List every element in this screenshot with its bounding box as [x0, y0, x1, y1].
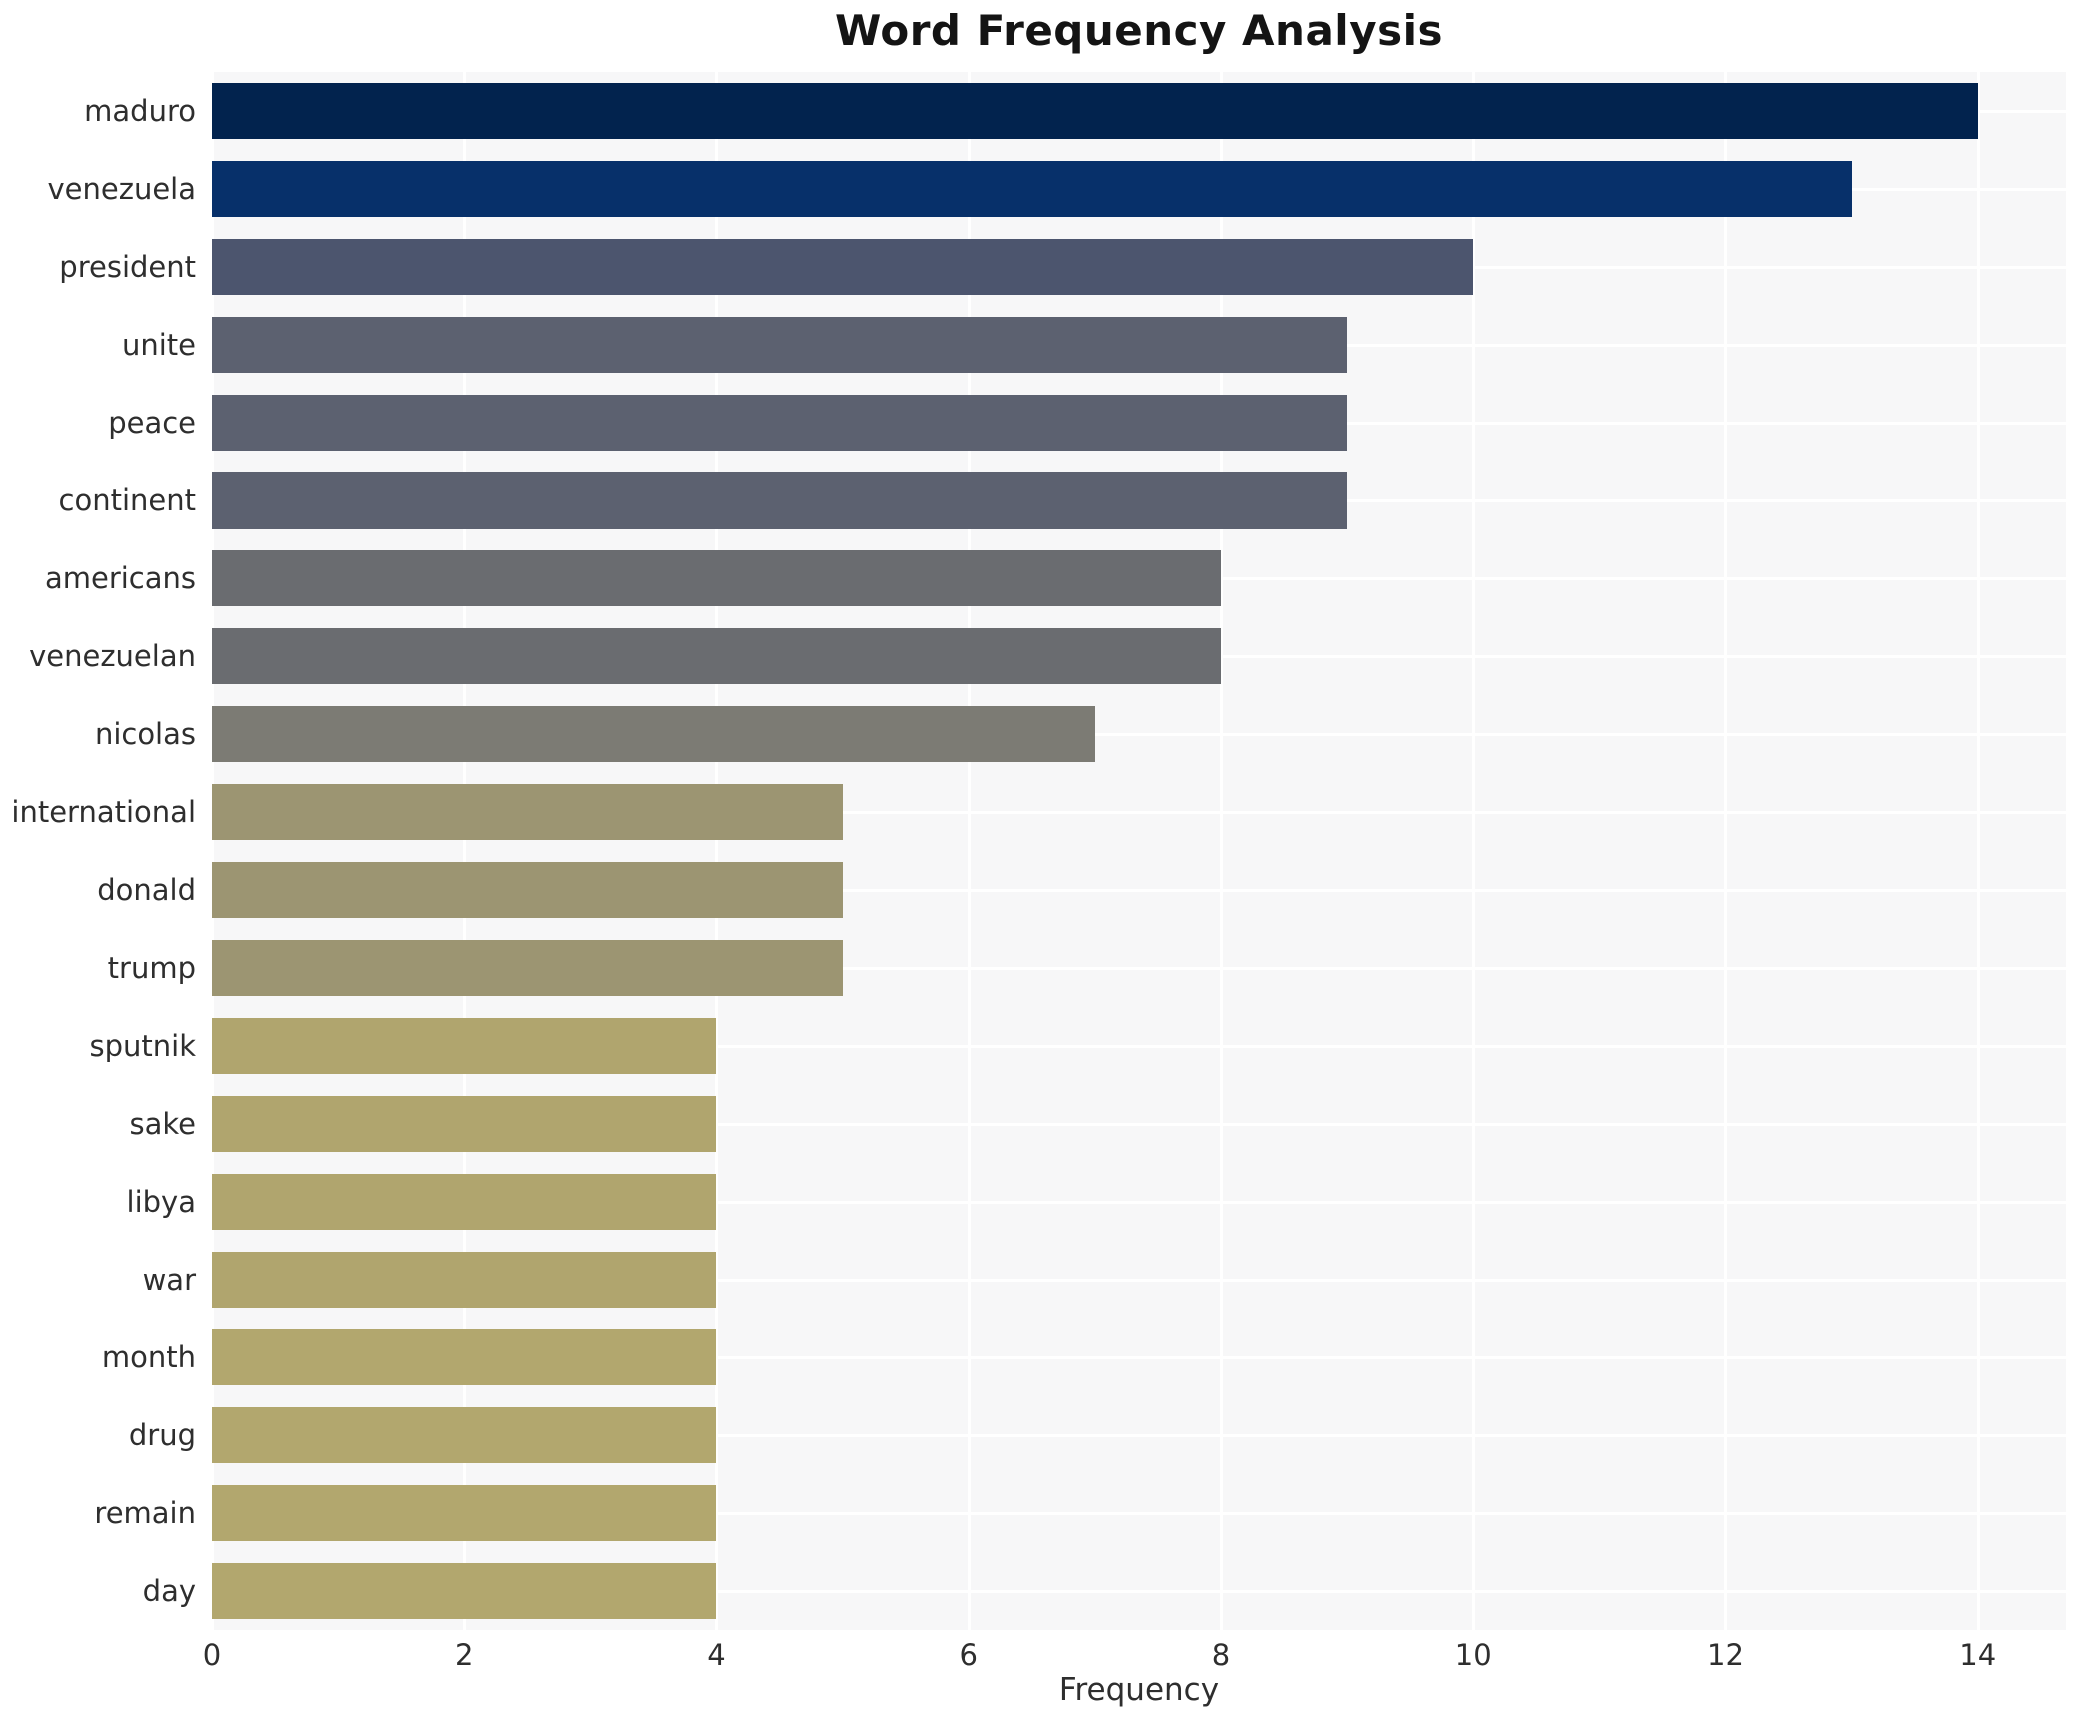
y-tick-label-continent: continent [58, 483, 196, 518]
bar-row-sake: sake [130, 1085, 2066, 1163]
vgrid-4 [715, 72, 719, 1630]
vgrid-8 [1219, 72, 1223, 1630]
vgrid-10 [1472, 72, 1476, 1630]
bar-row-trump: trump [108, 929, 2066, 1007]
hgrid-sputnik [212, 1044, 2066, 1048]
bar-venezuelan [212, 628, 1221, 685]
y-tick-label-trump: trump [107, 950, 196, 985]
hgrid-international [212, 811, 2066, 815]
vgrid-14 [1976, 72, 1980, 1630]
bar-row-libya: libya [127, 1163, 2066, 1241]
hgrid-donald [212, 889, 2066, 893]
bar-row-americans: americans [45, 539, 2066, 617]
bar-donald [212, 861, 843, 919]
x-tick-label-6: 6 [959, 1638, 978, 1672]
bar-unite [212, 316, 1348, 373]
y-tick-label-war: war [142, 1262, 196, 1297]
y-tick-label-americans: americans [44, 561, 196, 596]
hgrid-drug [212, 1434, 2066, 1438]
bar-row-international: international [11, 773, 2066, 851]
y-tick-label-nicolas: nicolas [94, 717, 196, 752]
bar-peace [212, 394, 1348, 451]
x-tick-label-10: 10 [1454, 1638, 1492, 1672]
bar-row-drug: drug [129, 1396, 2066, 1474]
y-tick-label-peace: peace [108, 405, 196, 440]
y-tick-label-remain: remain [94, 1496, 196, 1531]
y-tick-label-drug: drug [128, 1418, 196, 1453]
hgrid-day [212, 1590, 2066, 1594]
bar-venezuela [212, 160, 1852, 217]
bar-row-month: month [102, 1319, 2066, 1397]
bar-row-venezuelan: venezuelan [29, 617, 2066, 695]
bar-drug [212, 1407, 717, 1464]
x-tick-label-2: 2 [455, 1638, 474, 1672]
bar-row-unite: unite [122, 306, 2066, 384]
bar-remain [212, 1485, 717, 1542]
bar-row-nicolas: nicolas [95, 695, 2066, 773]
bar-row-maduro: maduro [84, 72, 2066, 150]
vgrid-6 [967, 72, 971, 1630]
x-tick-label-14: 14 [1959, 1638, 1997, 1672]
bar-day [212, 1563, 717, 1620]
hgrid-nicolas [212, 733, 2066, 737]
y-tick-label-unite: unite [121, 327, 196, 362]
y-tick-label-month: month [101, 1340, 196, 1375]
hgrid-trump [212, 966, 2066, 970]
bar-row-president: president [59, 228, 2066, 306]
bar-president [212, 238, 1474, 295]
bar-row-donald: donald [97, 851, 2066, 929]
x-tick-label-8: 8 [1211, 1638, 1231, 1672]
vgrid-12 [1724, 72, 1728, 1630]
y-tick-label-maduro: maduro [84, 93, 196, 128]
hgrid-sake [212, 1122, 2066, 1126]
y-tick-label-donald: donald [97, 873, 196, 908]
bar-month [212, 1329, 717, 1386]
bar-war [212, 1251, 717, 1308]
bar-row-remain: remain [94, 1474, 2066, 1552]
bar-sputnik [212, 1017, 717, 1074]
bar-row-peace: peace [108, 384, 2066, 462]
y-tick-label-venezuela: venezuela [47, 171, 197, 206]
y-tick-label-sake: sake [129, 1106, 196, 1141]
bar-row-sputnik: sputnik [90, 1007, 2066, 1085]
plot-area: maduro venezuela president unite peace contin… [11, 72, 2066, 1630]
hgrid-remain [212, 1512, 2066, 1516]
y-tick-label-international: international [11, 795, 196, 830]
y-tick-label-day: day [142, 1574, 196, 1609]
hgrid-libya [212, 1200, 2066, 1204]
vgrid-0 [211, 72, 214, 1630]
bar-row-day: day [143, 1552, 2066, 1630]
bar-rows: maduro venezuela president unite peace contin… [11, 72, 2066, 1630]
bar-sake [212, 1095, 717, 1152]
y-tick-label-venezuelan: venezuelan [29, 639, 196, 674]
x-tick-label-0: 0 [202, 1638, 222, 1672]
x-axis-ticks: 0 2 4 6 8 10 12 14 [203, 1638, 2066, 1678]
bar-international [212, 784, 843, 841]
hgrid-war [212, 1278, 2066, 1282]
y-tick-label-president: president [59, 249, 196, 284]
hgrid-month [212, 1356, 2066, 1360]
bar-continent [212, 472, 1348, 529]
bar-row-war: war [143, 1241, 2066, 1319]
bar-trump [212, 939, 843, 996]
bar-americans [212, 550, 1221, 607]
bar-libya [212, 1173, 717, 1230]
bar-row-venezuela: venezuela [48, 150, 2066, 228]
bar-nicolas [212, 706, 1095, 763]
chart-title: Word Frequency Analysis [835, 6, 1443, 55]
vgrid-2 [463, 72, 467, 1630]
x-tick-label-4: 4 [707, 1638, 726, 1672]
x-tick-label-12: 12 [1707, 1638, 1744, 1672]
x-axis-title: Frequency [1058, 1672, 1220, 1708]
y-tick-label-libya: libya [126, 1184, 196, 1219]
bar-maduro [212, 82, 1978, 139]
bar-row-continent: continent [59, 462, 2066, 540]
y-tick-label-sputnik: sputnik [89, 1028, 197, 1063]
